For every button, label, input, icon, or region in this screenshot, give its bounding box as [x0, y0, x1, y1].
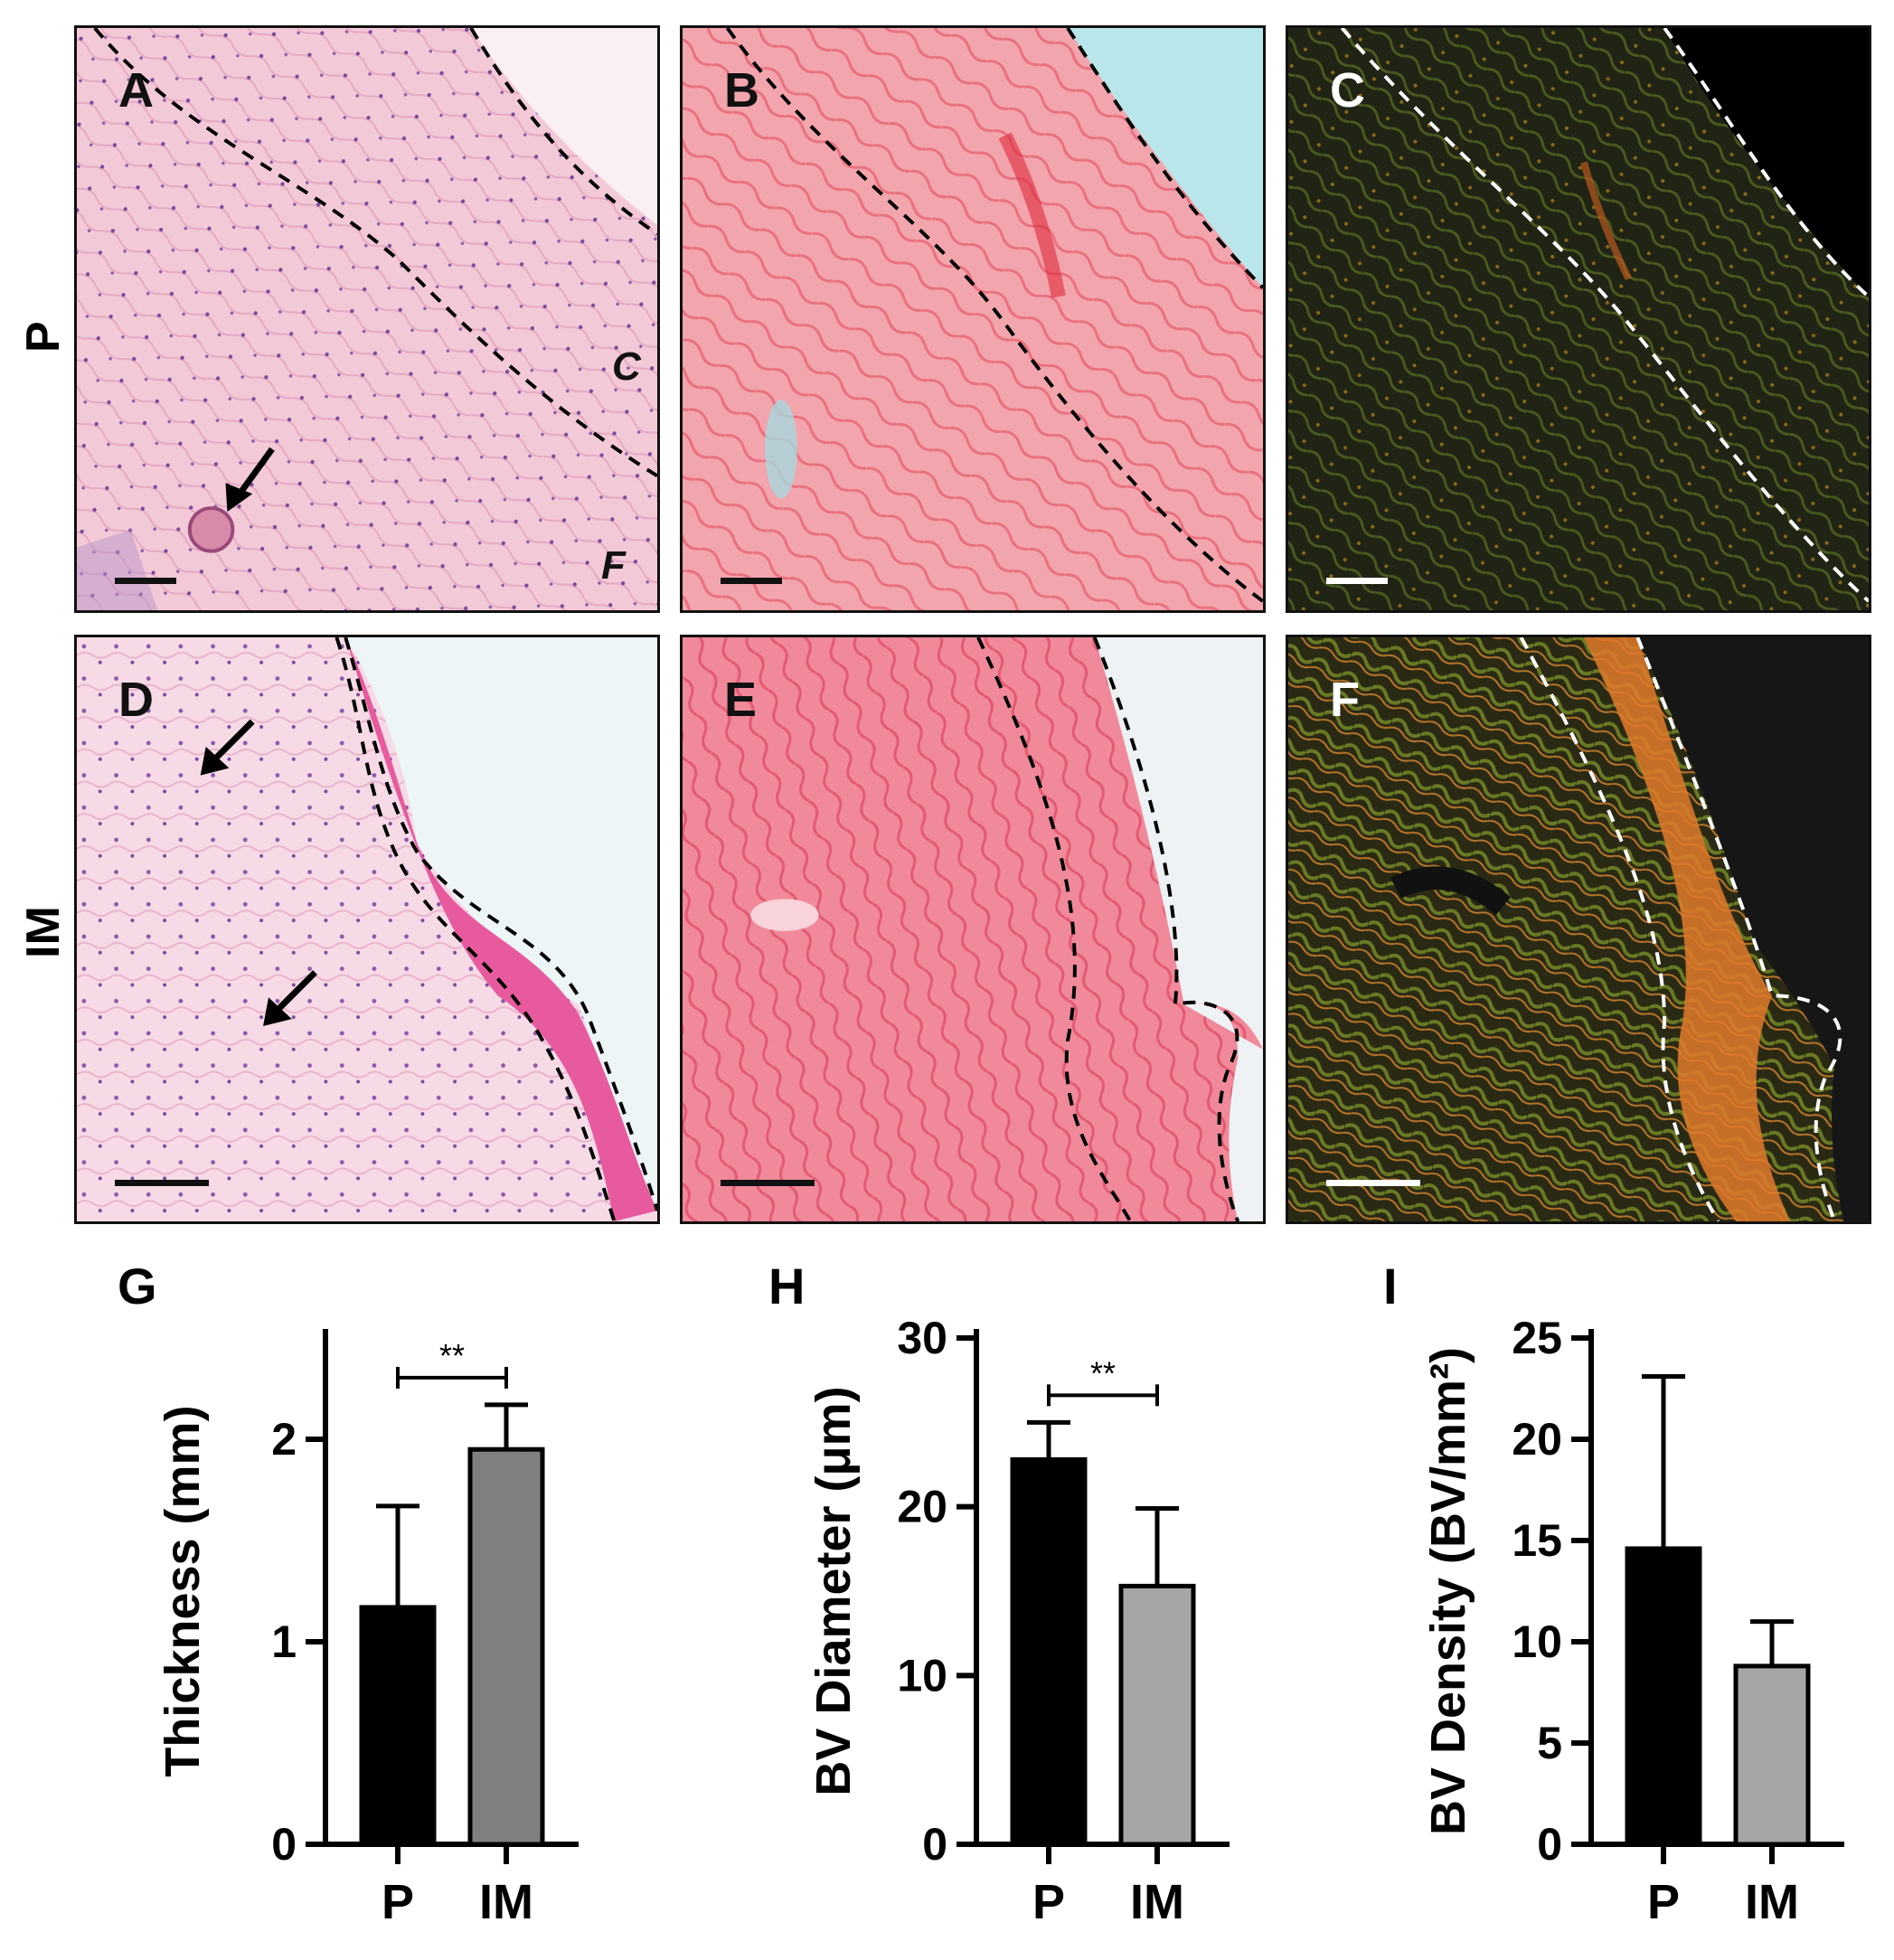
polarized-image-f	[1288, 637, 1869, 1221]
bar-im	[1733, 1663, 1811, 1847]
he-stain-image-d	[77, 637, 657, 1221]
y-axis-label: Thickness (mm)	[155, 1405, 210, 1776]
x-tick-label: P	[1032, 1875, 1065, 1929]
bar-p	[359, 1605, 437, 1847]
picrosirius-image-b	[683, 28, 1263, 610]
micrograph-a: A C F	[74, 25, 660, 613]
y-tick-label: 5	[1537, 1718, 1562, 1768]
y-tick-label: 0	[922, 1819, 947, 1870]
capsule-label: C	[612, 344, 641, 389]
x-tick-label: IM	[1745, 1875, 1799, 1929]
y-tick-label: 10	[897, 1650, 947, 1701]
x-tick-label: IM	[1130, 1875, 1184, 1929]
micrograph-b: B	[680, 25, 1266, 613]
y-tick-label: 20	[1512, 1414, 1562, 1465]
fibrous-label: F	[601, 543, 626, 588]
row-label-p-text: P	[17, 321, 70, 353]
chart-g: 0 1 2 Thickness (mm) P IM ** G	[108, 1257, 615, 1953]
y-axis-label: BV Diameter (μm)	[806, 1386, 861, 1795]
scale-bar	[115, 578, 176, 584]
y-tick-label: 30	[897, 1313, 947, 1363]
y-tick-label: 1	[271, 1616, 297, 1667]
panel-label-c: C	[1330, 63, 1365, 118]
panel-label-d: D	[118, 673, 154, 727]
panel-label-a: A	[118, 63, 154, 118]
significance-label: **	[439, 1337, 465, 1374]
bar-p	[1625, 1546, 1702, 1847]
panel-label-f: F	[1330, 673, 1360, 727]
he-stain-image-a	[77, 28, 657, 610]
chart-h: 0 10 20 30 BV Diameter (μm) P IM ** H	[759, 1257, 1266, 1953]
polarized-image-c	[1288, 28, 1869, 610]
bar-im	[467, 1446, 545, 1847]
micrograph-f: F	[1286, 635, 1871, 1224]
micrograph-c: C	[1286, 25, 1871, 613]
y-tick-label: 25	[1512, 1313, 1562, 1363]
chart-h-panel-label: H	[768, 1258, 806, 1315]
bar-p	[1010, 1456, 1088, 1847]
panel-label-b: B	[724, 63, 759, 118]
x-tick-label: IM	[479, 1875, 533, 1929]
scale-bar	[1326, 578, 1388, 584]
chart-h-svg: 0 10 20 30 BV Diameter (μm) P IM **	[806, 1313, 1230, 1929]
picrosirius-image-e	[683, 637, 1263, 1221]
y-tick-label: 15	[1512, 1515, 1562, 1566]
row-label-p: P	[16, 298, 71, 353]
scale-bar	[1326, 1180, 1420, 1186]
bar-im	[1118, 1583, 1196, 1847]
chart-g-panel-label: G	[118, 1258, 157, 1315]
row-label-im-text: IM	[17, 906, 70, 958]
y-tick-label: 0	[1537, 1819, 1562, 1870]
scale-bar	[721, 578, 782, 584]
x-tick-label: P	[382, 1875, 414, 1929]
y-tick-label: 10	[1512, 1616, 1562, 1667]
y-tick-label: 20	[897, 1482, 947, 1532]
chart-i: 0 5 10 15 20 25 BV Density (BV/mm²) P IM I	[1374, 1257, 1880, 1953]
micrograph-d: D	[74, 635, 660, 1224]
chart-i-panel-label: I	[1383, 1258, 1398, 1315]
row-label-im: IM	[7, 895, 80, 958]
x-tick-label: P	[1647, 1875, 1680, 1929]
y-axis-label: BV Density (BV/mm²)	[1421, 1347, 1475, 1835]
scale-bar	[115, 1180, 209, 1186]
scale-bar	[721, 1180, 815, 1186]
chart-g-svg: 0 1 2 Thickness (mm) P IM **	[155, 1329, 579, 1929]
y-tick-label: 2	[271, 1414, 297, 1465]
chart-i-svg: 0 5 10 15 20 25 BV Density (BV/mm²) P IM	[1421, 1313, 1844, 1929]
panel-label-e: E	[724, 673, 758, 727]
y-tick-label: 0	[271, 1819, 297, 1870]
significance-label: **	[1090, 1354, 1116, 1391]
micrograph-e: E	[680, 635, 1266, 1224]
